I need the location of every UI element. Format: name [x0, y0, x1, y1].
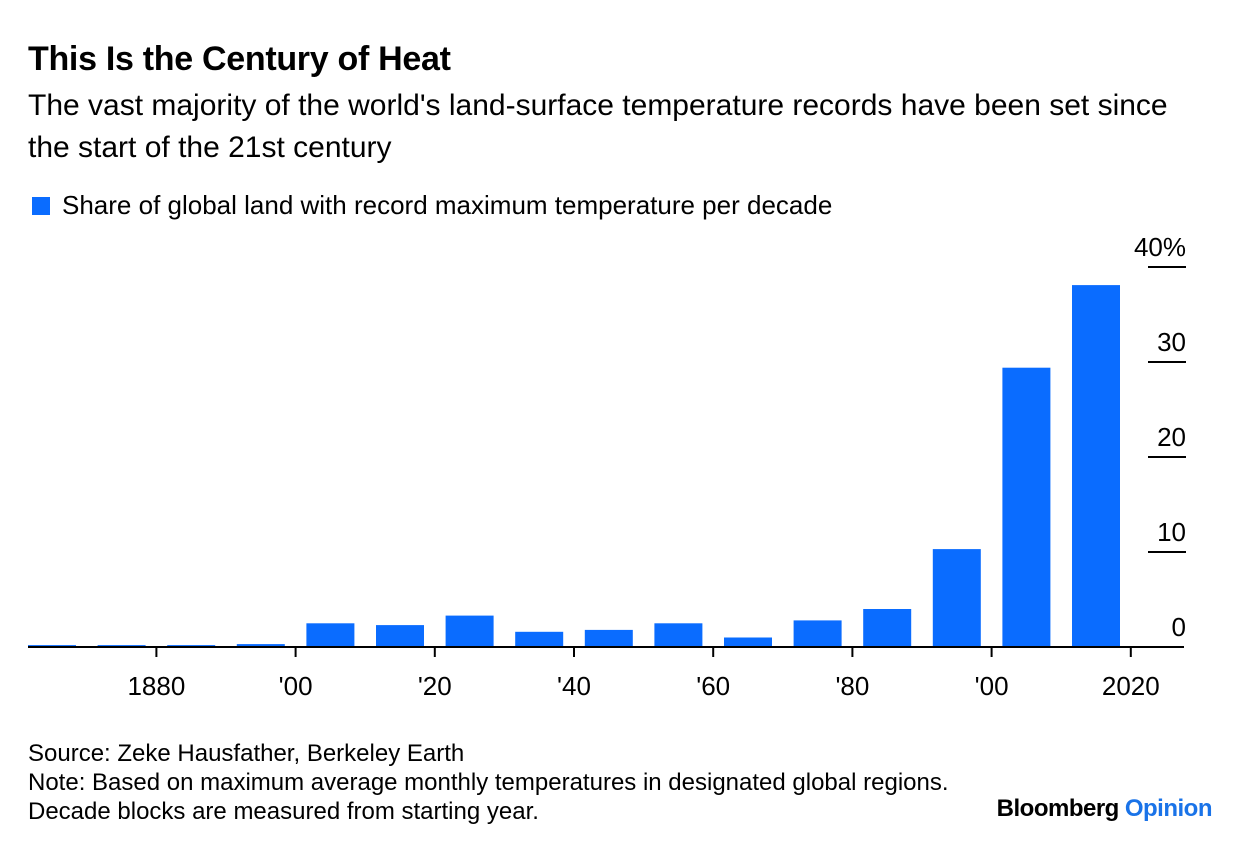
y-tick-label-0: 0: [1172, 612, 1186, 642]
brand-name: Bloomberg: [996, 795, 1120, 822]
brand-section: Opinion: [1124, 795, 1213, 822]
bar-1960s: [654, 623, 703, 648]
chart-title: This Is the Century of Heat: [28, 40, 451, 78]
bar-2020s: [1072, 285, 1120, 647]
bar-2010s: [1002, 367, 1051, 647]
x-tick-label-2020s: 2020: [1102, 671, 1160, 701]
x-tick-label-1940s: '40: [557, 671, 591, 701]
x-tick-label-1980s: '80: [835, 671, 869, 701]
bar-1980s: [793, 620, 842, 647]
bar-1950s: [584, 629, 633, 647]
brand-logo: Bloomberg Opinion: [996, 795, 1213, 823]
x-tick-label-1920s: '20: [418, 671, 452, 701]
y-tick-label-40: 40%: [1134, 232, 1186, 262]
legend: Share of global land with record maximum…: [32, 190, 832, 221]
y-tick-label-20: 20: [1157, 422, 1186, 452]
bar-2000s: [932, 549, 981, 647]
source-note: Source: Zeke Hausfather, Berkeley Earth: [28, 740, 465, 767]
legend-label: Share of global land with record maximum…: [62, 190, 833, 220]
bar-1910s: [306, 623, 355, 648]
legend-swatch: [32, 196, 50, 215]
bar-1940s: [515, 631, 564, 647]
x-tick-label-2000s: '00: [975, 671, 1009, 701]
x-tick-label-1880s: 1880: [127, 671, 185, 701]
bar-chart: 0 10 20 30 40% 1880 '00 '20 '40 '60 '80 '00 2020: [28, 232, 1186, 701]
bar-1930s: [445, 615, 494, 647]
x-tick-label-1900s: '00: [279, 671, 313, 701]
y-tick-label-30: 30: [1157, 327, 1186, 357]
chart-subtitle: The vast majority of the world's land-su…: [28, 89, 1168, 164]
bar-1990s: [863, 609, 912, 647]
bar-1970s: [724, 637, 772, 647]
y-tick-label-10: 10: [1157, 517, 1186, 547]
footnote: Note: Based on maximum average monthly t…: [28, 769, 949, 825]
bar-1920s: [376, 625, 424, 647]
bar-1900s: [236, 644, 285, 647]
x-tick-label-1960s: '60: [696, 671, 730, 701]
